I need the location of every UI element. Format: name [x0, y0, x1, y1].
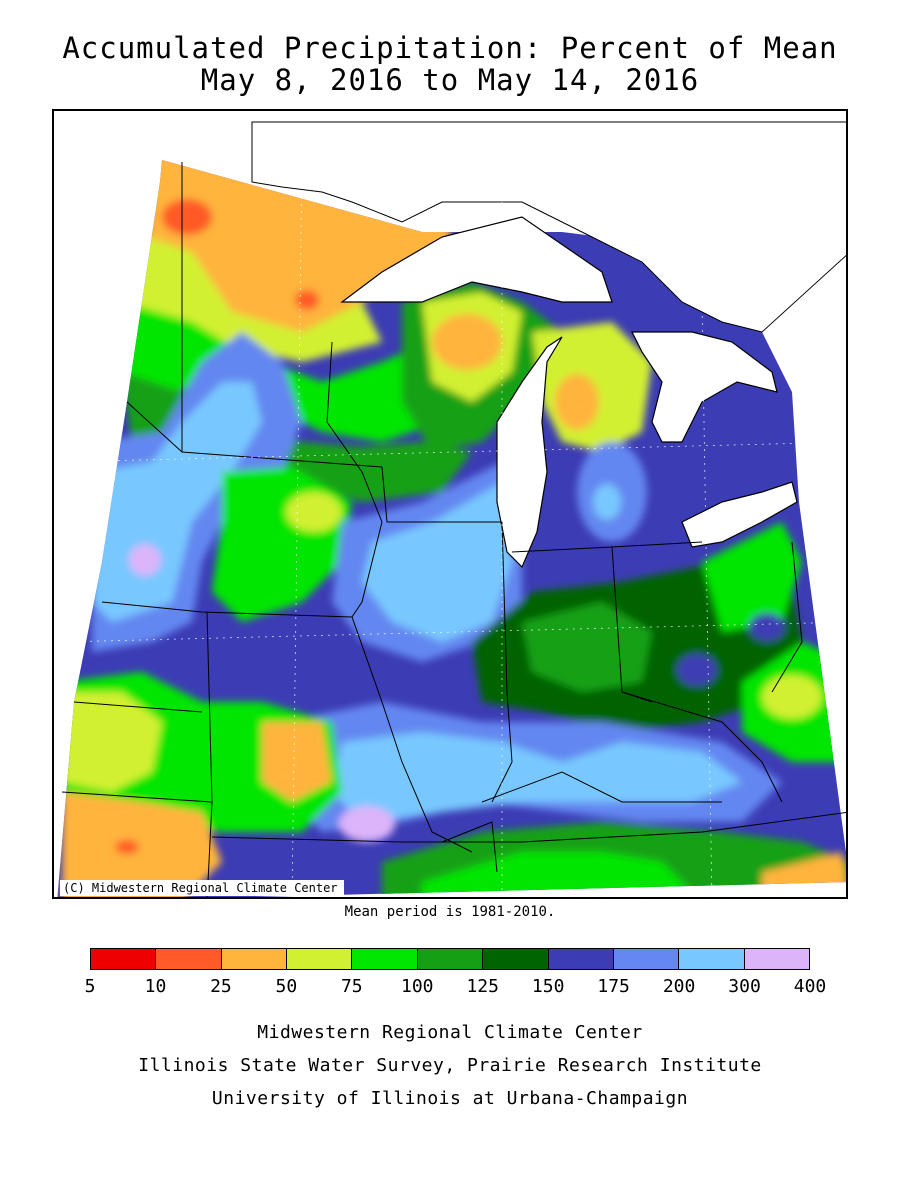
- legend-tick-label: 175: [597, 976, 630, 997]
- legend-tick-label: 150: [531, 976, 565, 997]
- map-copyright: (C) Midwestern Regional Climate Center: [60, 880, 344, 896]
- legend-bin-75-100: [352, 949, 418, 969]
- legend-tick-label: 75: [340, 976, 363, 997]
- legend-tick-label: 400: [793, 976, 827, 997]
- great-lakes: [340, 216, 798, 569]
- legend-bin-25-50: [221, 949, 288, 969]
- legend-bin-100-125: [417, 949, 484, 969]
- credit-survey: Illinois State Water Survey, Prairie Res…: [138, 1055, 762, 1076]
- legend-tick-label: 200: [662, 976, 696, 997]
- legend-bin-5-10: [91, 949, 157, 969]
- legend-bin-200-300: [679, 949, 745, 969]
- legend-bin-300-400: [744, 949, 809, 969]
- legend-tick-label: 10: [144, 976, 167, 997]
- credit-center: Midwestern Regional Climate Center: [257, 1022, 643, 1043]
- grid-lines: [61, 161, 846, 897]
- mean-period-note: Mean period is 1981-2010.: [344, 904, 556, 920]
- legend-bin-125-150: [483, 949, 549, 969]
- credit-university: University of Illinois at Urbana-Champai…: [211, 1088, 689, 1109]
- legend-bin-175-200: [613, 949, 680, 969]
- legend-tick-label: 125: [466, 976, 499, 997]
- map-canvas: [57, 121, 846, 897]
- map-title: Accumulated Precipitation: Percent of Me…: [62, 31, 838, 65]
- precipitation-map: [52, 109, 848, 899]
- legend-bin-50-75: [287, 949, 353, 969]
- legend-bin-10-25: [156, 949, 222, 969]
- legend-tick-label: 25: [210, 976, 232, 997]
- map-date-range: May 8, 2016 to May 14, 2016: [200, 63, 700, 97]
- legend-tick-label: 100: [401, 976, 434, 997]
- legend-tick-label: 300: [728, 976, 761, 997]
- canada-region: [251, 121, 846, 333]
- color-legend: [90, 948, 810, 970]
- state-borders: [61, 162, 846, 897]
- legend-bin-150-175: [548, 949, 614, 969]
- legend-tick-label: 5: [84, 976, 96, 997]
- legend-tick-label: 50: [275, 976, 298, 997]
- legend-tick-labels: 5 10 25 50 75 100 125 150 175 200 300 400: [0, 976, 900, 1000]
